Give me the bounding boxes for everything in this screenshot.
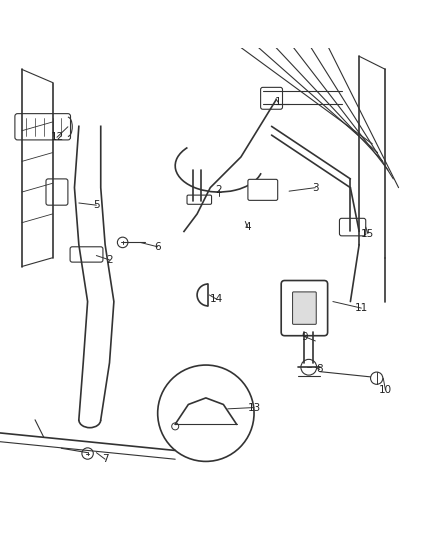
Text: 11: 11 bbox=[355, 303, 368, 313]
Text: 8: 8 bbox=[316, 365, 323, 374]
Text: 10: 10 bbox=[379, 385, 392, 395]
FancyBboxPatch shape bbox=[15, 114, 71, 140]
Text: 9: 9 bbox=[301, 332, 308, 342]
Circle shape bbox=[82, 448, 93, 459]
FancyBboxPatch shape bbox=[281, 280, 328, 336]
Circle shape bbox=[301, 359, 317, 375]
FancyBboxPatch shape bbox=[339, 219, 366, 236]
Text: 5: 5 bbox=[93, 200, 100, 210]
Text: 3: 3 bbox=[312, 183, 319, 192]
Circle shape bbox=[371, 372, 383, 384]
FancyBboxPatch shape bbox=[46, 179, 68, 205]
Text: 1: 1 bbox=[275, 97, 282, 107]
Text: 15: 15 bbox=[361, 229, 374, 239]
FancyBboxPatch shape bbox=[248, 179, 278, 200]
Circle shape bbox=[172, 423, 179, 430]
Text: 7: 7 bbox=[102, 454, 109, 464]
Text: 6: 6 bbox=[154, 242, 161, 252]
FancyBboxPatch shape bbox=[261, 87, 283, 109]
Text: 2: 2 bbox=[215, 185, 223, 195]
Text: 12: 12 bbox=[50, 132, 64, 142]
Circle shape bbox=[117, 237, 128, 248]
Circle shape bbox=[158, 365, 254, 462]
Text: 13: 13 bbox=[247, 402, 261, 413]
Text: 2: 2 bbox=[106, 255, 113, 265]
FancyBboxPatch shape bbox=[70, 247, 103, 262]
Text: 14: 14 bbox=[210, 294, 223, 304]
Text: 4: 4 bbox=[244, 222, 251, 232]
FancyBboxPatch shape bbox=[187, 195, 212, 204]
FancyBboxPatch shape bbox=[293, 292, 316, 324]
